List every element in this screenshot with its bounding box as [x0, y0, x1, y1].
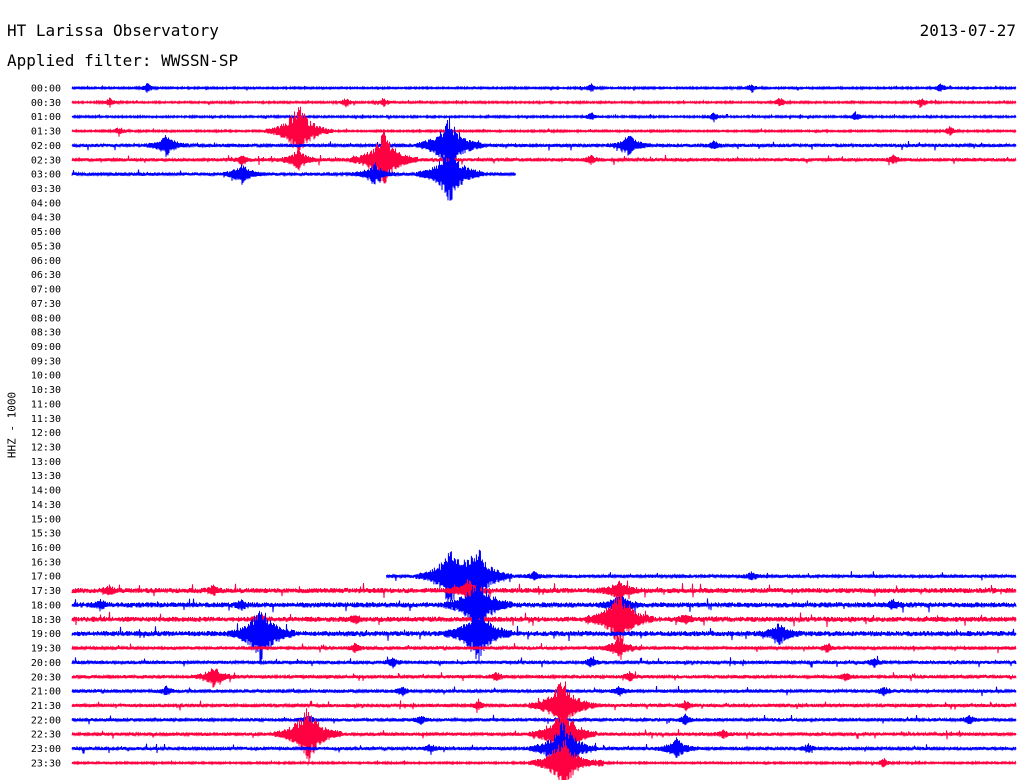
row-time-label: 13:00 — [31, 457, 61, 468]
row-time-label: 06:00 — [31, 256, 61, 267]
seismic-trace-1830 — [71, 592, 1017, 648]
row-time-label: 20:00 — [31, 658, 61, 669]
row-time-label: 17:00 — [31, 572, 61, 583]
row-time-label: 00:30 — [31, 98, 61, 109]
row-time-label: 09:30 — [31, 356, 61, 367]
row-time-label: 17:30 — [31, 586, 61, 597]
row-time-label: 02:00 — [31, 141, 61, 152]
row-time-label: 23:30 — [31, 758, 61, 769]
row-time-label: 22:00 — [31, 715, 61, 726]
row-time-label: 15:00 — [31, 514, 61, 525]
filter-label: Applied filter: WWSSN-SP — [7, 51, 239, 70]
row-time-label: 14:00 — [31, 486, 61, 497]
row-time-label: 07:00 — [31, 285, 61, 296]
row-time-label: 08:30 — [31, 328, 61, 339]
row-time-label: 11:00 — [31, 399, 61, 410]
row-time-label: 20:30 — [31, 672, 61, 683]
row-time-label: 01:30 — [31, 127, 61, 138]
row-time-label: 00:00 — [31, 84, 61, 95]
row-time-label: 21:00 — [31, 687, 61, 698]
row-time-label: 16:30 — [31, 557, 61, 568]
row-time-label: 22:30 — [31, 730, 61, 741]
seismic-trace-0130 — [71, 106, 1017, 158]
row-time-label: 14:30 — [31, 500, 61, 511]
row-time-label: 12:30 — [31, 443, 61, 454]
row-time-label: 21:30 — [31, 701, 61, 712]
row-time-label: 05:30 — [31, 241, 61, 252]
row-time-label: 01:00 — [31, 112, 61, 123]
row-time-label: 05:00 — [31, 227, 61, 238]
row-time-label: 23:00 — [31, 744, 61, 755]
row-time-label: 11:30 — [31, 414, 61, 425]
seismic-trace-0230 — [71, 129, 1017, 184]
row-time-label: 12:00 — [31, 428, 61, 439]
row-time-label: 03:30 — [31, 184, 61, 195]
row-time-label: 02:30 — [31, 155, 61, 166]
row-time-label: 18:30 — [31, 615, 61, 626]
seismic-trace-1900 — [71, 605, 1017, 665]
observatory-title: HT Larissa Observatory — [7, 21, 219, 40]
row-time-label: 15:30 — [31, 529, 61, 540]
row-time-label: 03:00 — [31, 170, 61, 181]
row-time-label: 10:30 — [31, 385, 61, 396]
seismic-trace-2230 — [71, 708, 1017, 764]
seismic-trace-2030 — [71, 668, 1017, 688]
row-time-label: 13:30 — [31, 471, 61, 482]
row-time-label: 04:00 — [31, 198, 61, 209]
row-time-label: 19:30 — [31, 644, 61, 655]
row-time-label: 06:30 — [31, 270, 61, 281]
row-time-label: 04:30 — [31, 213, 61, 224]
plot-date: 2013-07-27 — [919, 21, 1016, 40]
row-time-label: 18:00 — [31, 600, 61, 611]
row-time-label: 16:00 — [31, 543, 61, 554]
row-time-label: 07:30 — [31, 299, 61, 310]
row-time-label: 19:00 — [31, 629, 61, 640]
row-time-label: 08:00 — [31, 313, 61, 324]
row-time-label: 10:00 — [31, 371, 61, 382]
row-time-label: 09:00 — [31, 342, 61, 353]
